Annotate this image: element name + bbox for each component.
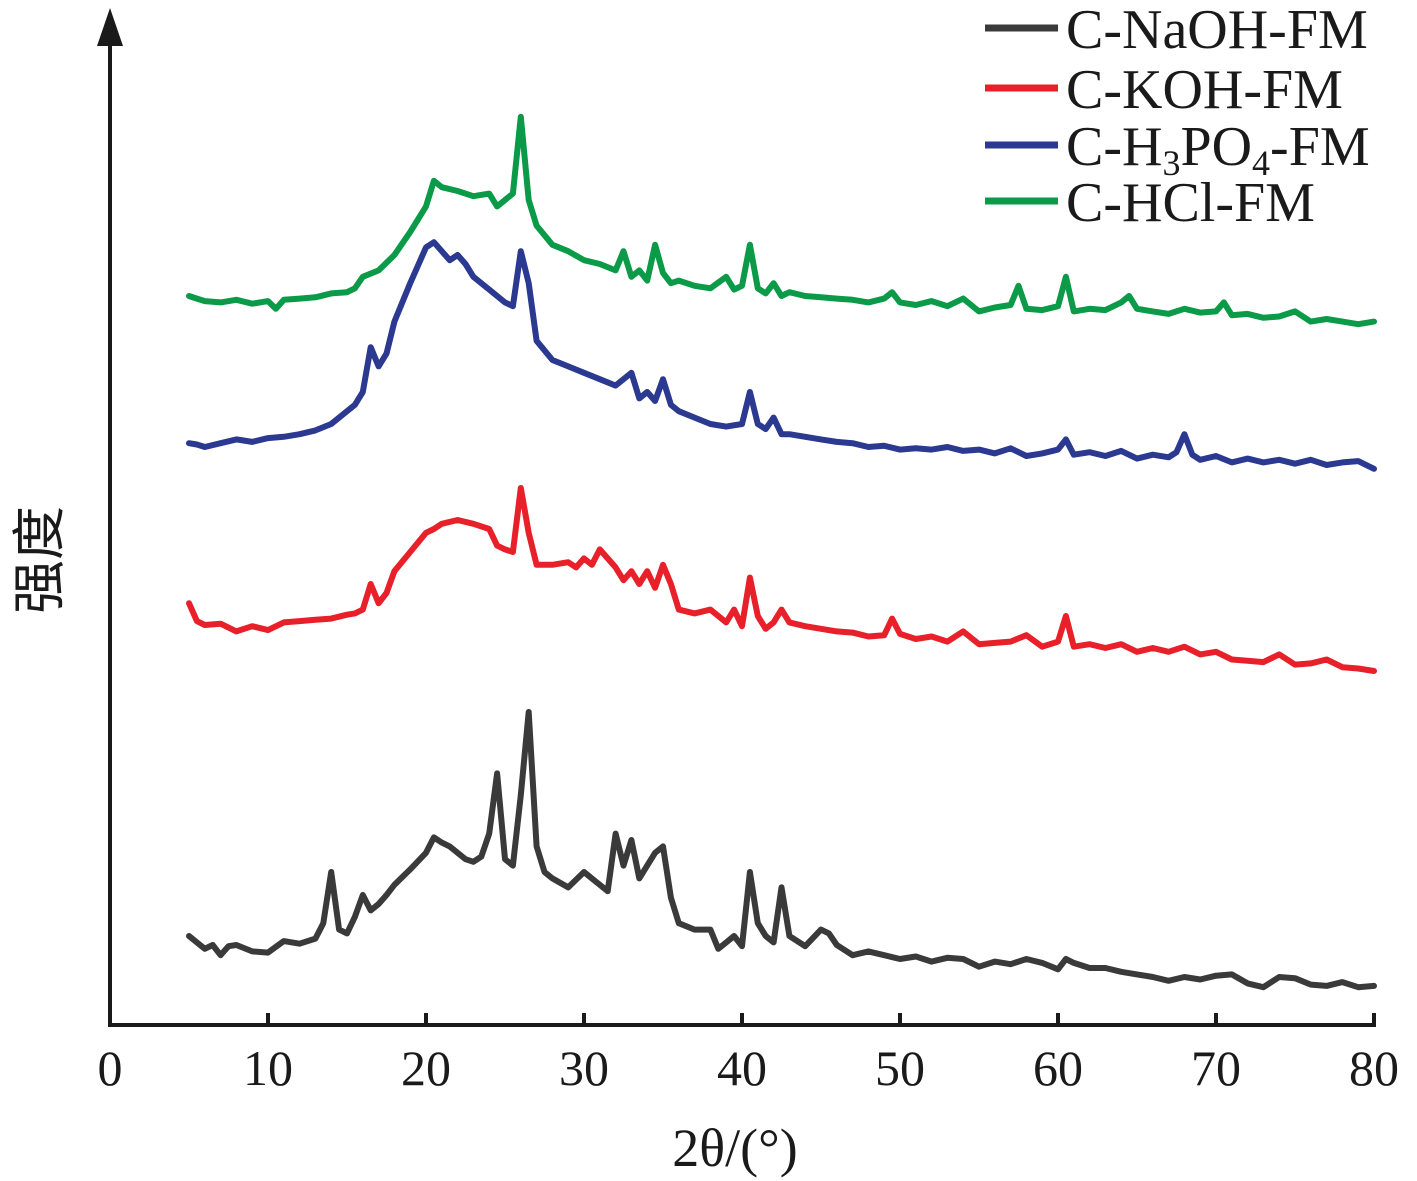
y-axis-arrow-icon [97,8,123,46]
x-tick-label: 30 [559,1040,609,1096]
y-axis [97,8,123,1025]
x-tick-label: 60 [1033,1040,1083,1096]
x-tick-label: 70 [1191,1040,1241,1096]
legend-label-part: C-HCl-FM [1066,172,1315,234]
x-tick-label: 50 [875,1040,925,1096]
legend-label-part: 4 [1252,143,1270,183]
legend: C-NaOH-FMC-KOH-FMC-H3PO4-FMC-HCl-FM [985,0,1370,234]
series-line-c-h3po4-fm [186,239,1377,472]
x-ticks: 0 10 20 30 40 50 60 70 80 [98,1013,1399,1096]
x-axis-title: 2θ/(°) [672,1118,797,1178]
legend-label: C-H3PO4-FM [1066,116,1370,183]
x-tick-label: 40 [717,1040,767,1096]
x-tick-label: 20 [401,1040,451,1096]
series-line-c-koh-fm [186,485,1377,674]
series-line-c-naoh-fm [186,709,1377,991]
legend-label-part: C-H [1066,116,1162,178]
x-tick-label: 80 [1349,1040,1399,1096]
legend-label-part: PO [1180,116,1252,178]
legend-label: C-HCl-FM [1066,172,1315,234]
legend-label-part: 3 [1162,143,1180,183]
x-tick-label: 10 [243,1040,293,1096]
y-axis-title: 强度 [10,506,70,614]
legend-label-part: C-NaOH-FM [1066,0,1368,61]
series-line-c-hcl-fm [186,113,1377,328]
legend-label: C-KOH-FM [1066,59,1343,121]
legend-label-part: C-KOH-FM [1066,59,1343,121]
x-tick-label: 0 [98,1040,123,1096]
series-group [186,113,1377,991]
legend-label: C-NaOH-FM [1066,0,1368,61]
legend-label-part: -FM [1270,116,1370,178]
